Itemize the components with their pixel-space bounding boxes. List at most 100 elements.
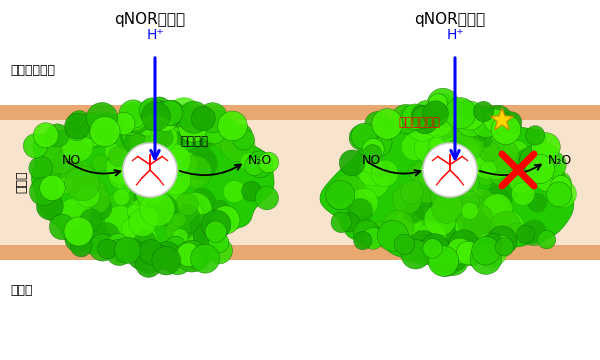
- Circle shape: [190, 150, 215, 176]
- Circle shape: [351, 123, 377, 149]
- Circle shape: [128, 173, 143, 189]
- Circle shape: [134, 188, 155, 209]
- Circle shape: [419, 151, 451, 184]
- Circle shape: [128, 243, 155, 270]
- Circle shape: [424, 107, 454, 137]
- Circle shape: [407, 111, 437, 141]
- Circle shape: [400, 181, 423, 204]
- Circle shape: [433, 94, 454, 114]
- Text: アミノ酸変異: アミノ酸変異: [398, 116, 440, 129]
- Circle shape: [495, 211, 524, 240]
- Circle shape: [109, 237, 128, 256]
- Text: N₂O: N₂O: [248, 153, 272, 166]
- Circle shape: [29, 156, 53, 180]
- Circle shape: [480, 161, 497, 178]
- Circle shape: [433, 191, 462, 220]
- Circle shape: [148, 251, 163, 266]
- Circle shape: [152, 246, 181, 275]
- Circle shape: [158, 100, 184, 126]
- Circle shape: [218, 111, 247, 141]
- Circle shape: [490, 173, 520, 202]
- Circle shape: [70, 235, 92, 257]
- Circle shape: [79, 113, 103, 137]
- Circle shape: [61, 159, 94, 192]
- Circle shape: [509, 149, 541, 181]
- Circle shape: [428, 221, 457, 249]
- Circle shape: [121, 122, 149, 150]
- Circle shape: [429, 180, 452, 203]
- Circle shape: [418, 159, 448, 188]
- Circle shape: [149, 135, 169, 155]
- Circle shape: [117, 181, 131, 196]
- Circle shape: [362, 128, 392, 157]
- Circle shape: [415, 134, 443, 163]
- Circle shape: [394, 234, 415, 255]
- Ellipse shape: [130, 115, 180, 175]
- Circle shape: [258, 152, 278, 173]
- Circle shape: [538, 230, 556, 249]
- Circle shape: [418, 197, 454, 233]
- Circle shape: [411, 106, 439, 134]
- Circle shape: [458, 203, 493, 238]
- Circle shape: [550, 180, 577, 207]
- Circle shape: [477, 132, 492, 147]
- Circle shape: [34, 123, 58, 148]
- Circle shape: [427, 199, 457, 229]
- Circle shape: [123, 143, 177, 197]
- Circle shape: [437, 244, 469, 275]
- Circle shape: [421, 184, 455, 219]
- Circle shape: [123, 123, 153, 153]
- Text: 活性部位: 活性部位: [180, 135, 208, 148]
- Circle shape: [170, 204, 200, 235]
- Circle shape: [415, 231, 439, 255]
- Circle shape: [125, 238, 143, 257]
- Circle shape: [382, 210, 414, 242]
- Circle shape: [127, 204, 142, 219]
- Circle shape: [440, 162, 460, 181]
- Text: NO: NO: [62, 153, 81, 166]
- Circle shape: [197, 103, 227, 132]
- Circle shape: [202, 212, 230, 239]
- Circle shape: [172, 213, 186, 227]
- Circle shape: [473, 233, 508, 267]
- Text: qNOR変異体: qNOR変異体: [415, 12, 485, 27]
- Circle shape: [140, 150, 161, 171]
- Circle shape: [461, 243, 481, 264]
- Circle shape: [174, 106, 195, 127]
- Circle shape: [139, 98, 165, 124]
- Circle shape: [100, 117, 116, 133]
- Circle shape: [447, 252, 466, 271]
- Circle shape: [149, 169, 170, 190]
- Circle shape: [64, 217, 93, 246]
- Circle shape: [107, 193, 127, 213]
- Circle shape: [65, 226, 91, 252]
- Circle shape: [455, 214, 482, 241]
- Circle shape: [456, 187, 481, 212]
- Circle shape: [106, 151, 141, 186]
- Circle shape: [199, 223, 214, 239]
- Circle shape: [46, 124, 69, 147]
- Circle shape: [532, 143, 559, 171]
- Circle shape: [131, 144, 163, 175]
- Circle shape: [478, 116, 493, 131]
- Circle shape: [347, 198, 373, 224]
- Circle shape: [145, 189, 159, 204]
- Circle shape: [391, 212, 423, 244]
- Circle shape: [134, 230, 156, 253]
- Circle shape: [484, 138, 519, 173]
- Circle shape: [509, 170, 533, 194]
- Text: 細胞膜: 細胞膜: [16, 171, 29, 193]
- Circle shape: [427, 247, 447, 266]
- Bar: [0, 120, 600, 245]
- Circle shape: [521, 220, 547, 246]
- Circle shape: [134, 191, 163, 220]
- Circle shape: [146, 189, 163, 205]
- Circle shape: [190, 214, 218, 242]
- Circle shape: [494, 213, 509, 228]
- Circle shape: [479, 187, 511, 219]
- Circle shape: [461, 188, 497, 222]
- Circle shape: [79, 116, 109, 147]
- Circle shape: [122, 221, 157, 256]
- Circle shape: [547, 182, 571, 207]
- Text: qNOR野生型: qNOR野生型: [115, 12, 185, 27]
